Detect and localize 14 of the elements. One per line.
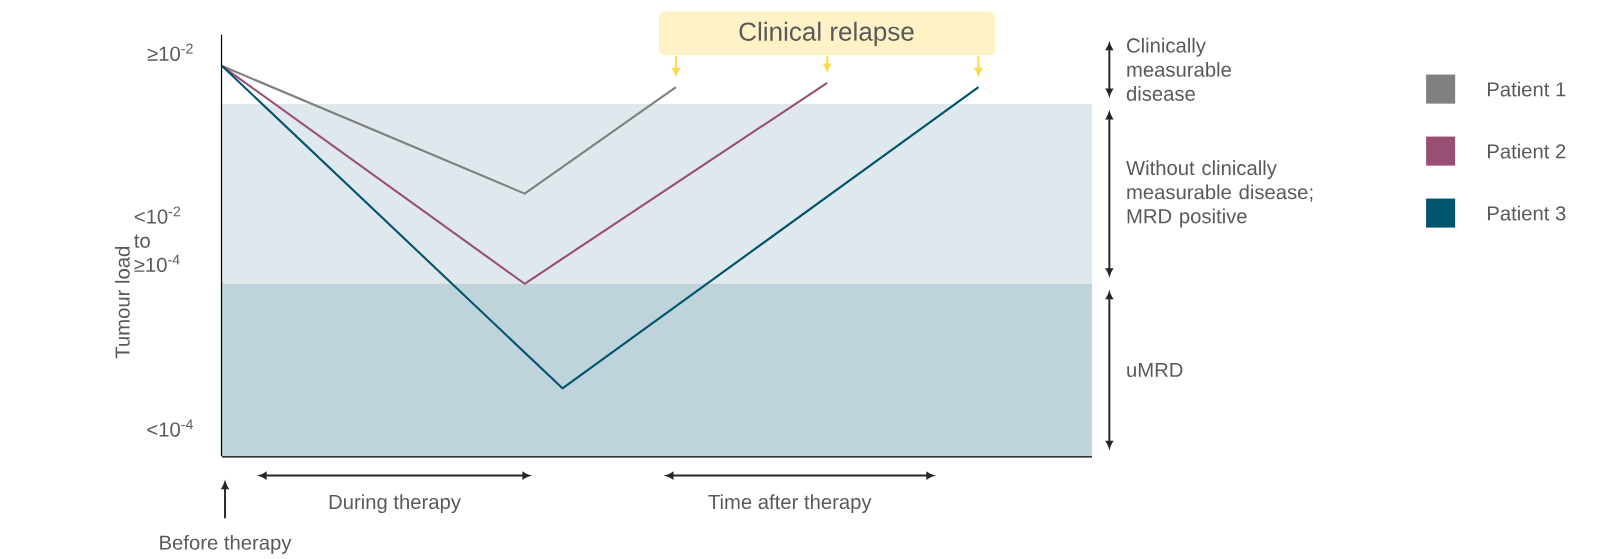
text: Time after therapy: [708, 494, 872, 514]
text: ≥10$^{-2}$: [147, 43, 193, 62]
band-label: Clinically measurable disease: [1126, 37, 1231, 102]
text: <10$^{-2}$ to ≥10$^{-4}$: [134, 206, 181, 273]
legend-label: Patient 3: [1487, 205, 1566, 221]
text: During therapy: [329, 494, 461, 514]
band-label: Without clinically measurable disease; MRD positive: [1126, 160, 1313, 228]
text: Clinical relapse: [739, 21, 914, 47]
y-axis-title: Tumour load: [114, 247, 130, 359]
legend-label: Patient 1: [1487, 81, 1566, 97]
legend-label: Patient 2: [1487, 143, 1566, 159]
text: Before therapy: [160, 534, 292, 554]
text: <10$^{-4}$: [147, 419, 193, 437]
band-label: uMRD: [1127, 362, 1183, 378]
